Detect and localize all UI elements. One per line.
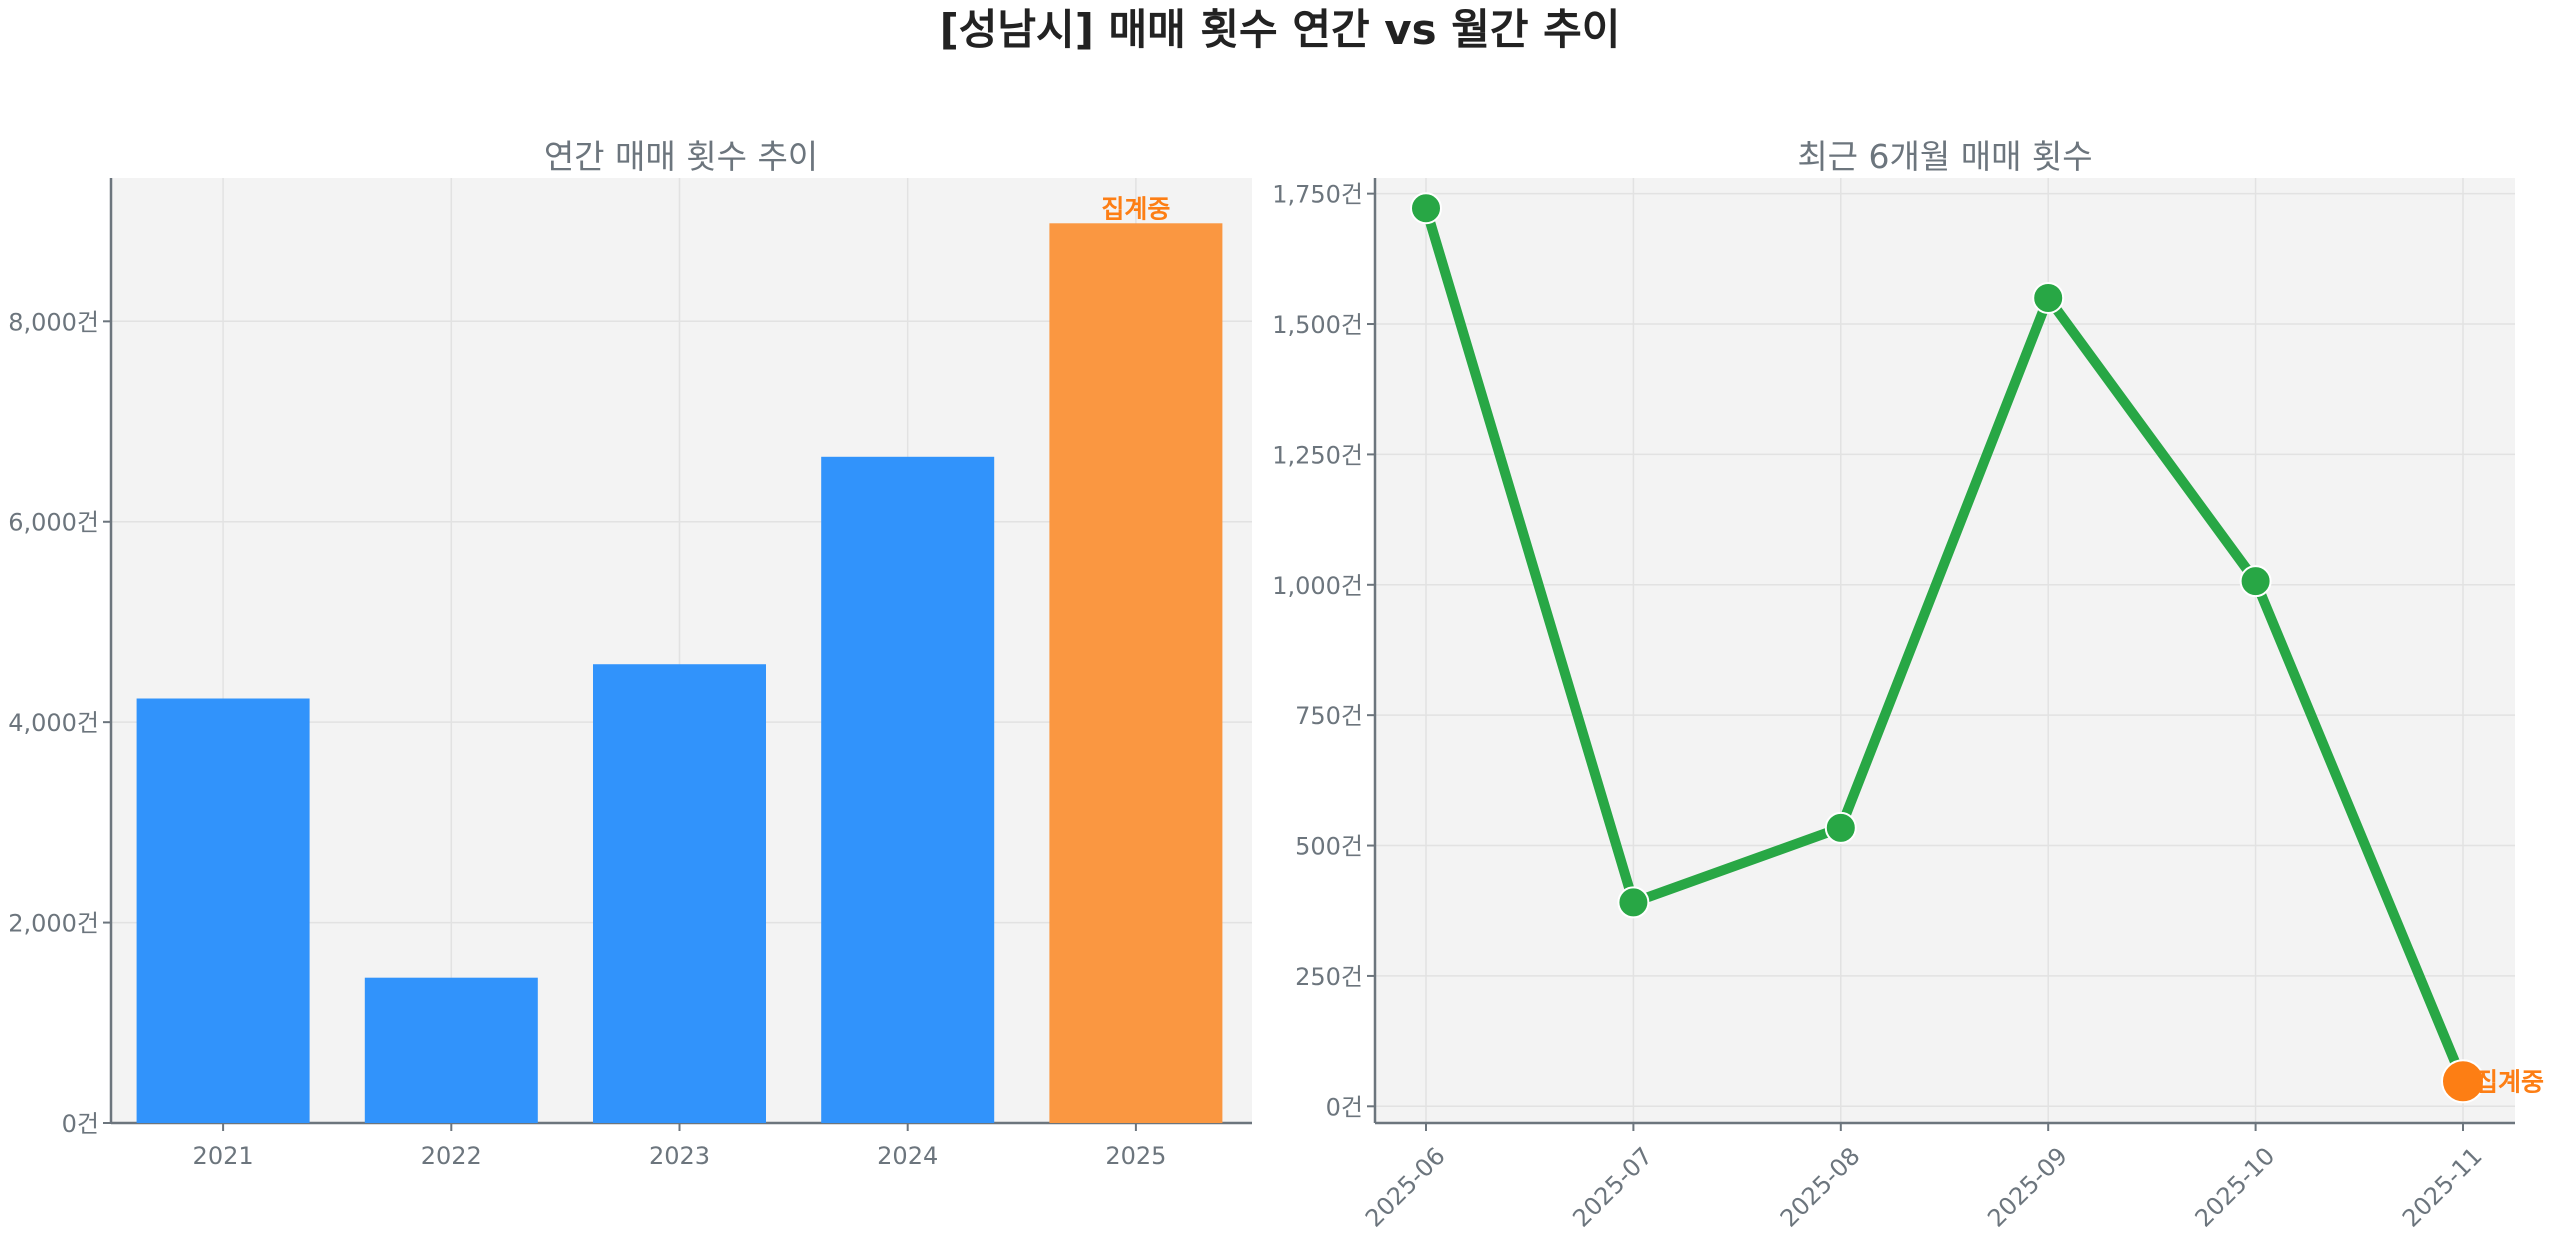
y-tick-label: 1,000건 <box>1272 572 1363 600</box>
right-chart-title: 최근 6개월 매매 횟수 <box>1797 137 2092 176</box>
x-tick-label: 2024 <box>877 1142 938 1170</box>
y-tick-label: 1,750건 <box>1272 181 1363 209</box>
x-tick-label: 2022 <box>421 1142 482 1170</box>
y-tick-label: 0건 <box>1326 1093 1363 1121</box>
y-tick-label: 250건 <box>1295 963 1363 991</box>
x-tick-label: 2021 <box>193 1142 254 1170</box>
y-tick-label: 0건 <box>62 1110 99 1138</box>
data-point-2025-07 <box>1617 886 1650 919</box>
data-point-2025-10 <box>2239 565 2272 598</box>
annotation-label: 집계중 <box>1101 194 1170 223</box>
bar-2024 <box>821 456 995 1123</box>
data-point-2025-11 <box>2441 1059 2485 1104</box>
monthly-line-chart: 0건 250건 500건 750건 1,000건 1,250건 1,500건 1,750건 20… <box>1272 178 2544 1233</box>
data-point-2025-08 <box>1824 811 1857 844</box>
bar-2021 <box>136 698 310 1123</box>
annotation-label: 집계중 <box>2475 1067 2544 1096</box>
bar-2025 <box>1049 223 1223 1123</box>
y-tick-label: 1,500건 <box>1272 311 1363 339</box>
x-tick-label: 2025-08 <box>1775 1142 1866 1233</box>
y-tick-label: 1,250건 <box>1272 441 1363 469</box>
y-tick-label: 8,000건 <box>8 308 99 336</box>
x-tick-label: 2025-10 <box>2190 1142 2281 1233</box>
series-line <box>1421 206 2468 1084</box>
x-tick-label: 2025-07 <box>1567 1142 1658 1233</box>
y-tick-label: 6,000건 <box>8 509 99 537</box>
bar-2023 <box>593 664 766 1123</box>
y-tick-label: 2,000건 <box>8 910 99 938</box>
x-tick-label: 2025-11 <box>2397 1142 2488 1233</box>
data-point-2025-06 <box>1410 192 1442 225</box>
left-chart-title: 연간 매매 횟수 추이 <box>544 137 818 176</box>
x-tick-label: 2025-06 <box>1360 1142 1451 1233</box>
bar-2022 <box>364 977 538 1123</box>
y-tick-label: 4,000건 <box>8 709 99 737</box>
x-tick-label: 2023 <box>649 1142 710 1170</box>
data-point-2025-09 <box>2032 281 2065 314</box>
annual-bar-chart: 0건 2,000건 4,000건 6,000건 8,000건 2021 2022 2023 20… <box>8 178 1252 1170</box>
x-tick-label: 2025-09 <box>1982 1142 2073 1233</box>
plot-area <box>1375 178 2515 1123</box>
y-tick-label: 750건 <box>1295 702 1363 730</box>
x-tick-label: 2025 <box>1105 1142 1166 1170</box>
y-tick-label: 500건 <box>1295 833 1363 861</box>
figure-title: [성남시] 매매 횟수 연간 vs 월간 추이 <box>940 5 1621 54</box>
